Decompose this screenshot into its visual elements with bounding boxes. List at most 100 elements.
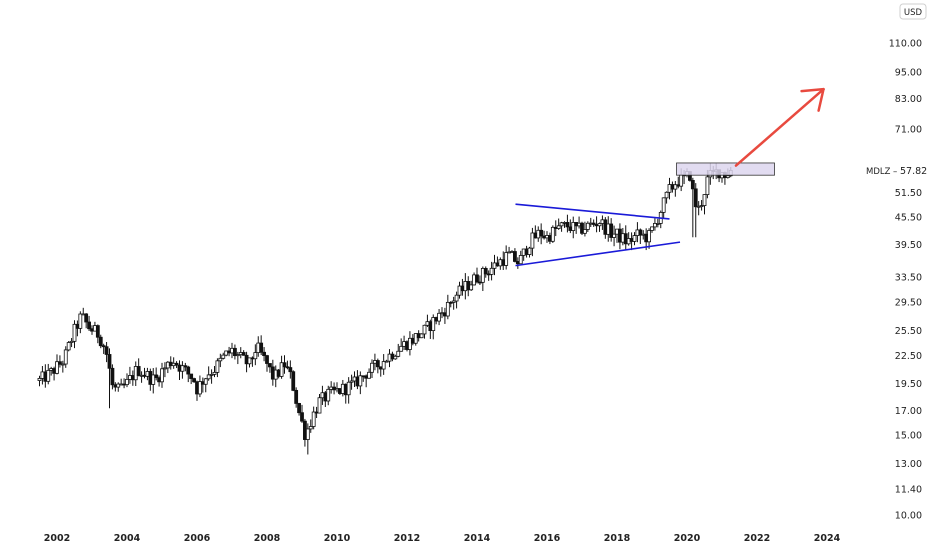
candle (527, 246, 532, 258)
candle (268, 363, 272, 373)
candle (282, 355, 287, 374)
candle (58, 355, 62, 368)
candle (413, 333, 418, 346)
candle (101, 343, 106, 354)
candle (661, 197, 666, 219)
y-tick-label: 29.50 (895, 298, 922, 309)
candle (221, 352, 226, 360)
candle (300, 404, 304, 423)
candle (454, 291, 459, 309)
candle (475, 267, 479, 284)
y-tick-label: 33.50 (895, 273, 922, 284)
candle (72, 320, 77, 349)
candle (565, 214, 570, 233)
candle (384, 359, 389, 363)
x-tick-label: 2020 (674, 533, 701, 544)
symbol-dash: – (893, 167, 897, 177)
x-tick-label: 2004 (114, 533, 141, 544)
candle (259, 335, 264, 356)
candle (370, 359, 374, 378)
candle (437, 309, 441, 326)
candle (609, 218, 614, 242)
candle (530, 227, 535, 257)
x-tick-label: 2002 (44, 533, 70, 544)
candle (98, 334, 103, 349)
candle (189, 373, 194, 385)
y-axis: 110.00 95.00 83.00 71.00 51.50 45.50 39.50 33.5… (889, 39, 922, 522)
y-tick-label: 13.00 (895, 459, 922, 470)
candle (358, 371, 363, 395)
candle (84, 313, 89, 329)
candle (55, 354, 59, 375)
candle (556, 218, 561, 230)
candle (215, 358, 220, 378)
candle (399, 338, 404, 352)
candle (591, 219, 596, 227)
candle (110, 364, 115, 390)
candle (46, 363, 51, 385)
candle (448, 301, 453, 308)
candle (235, 351, 240, 365)
candle (489, 261, 494, 281)
candle (702, 194, 707, 215)
candle (396, 343, 401, 358)
candle (291, 370, 296, 392)
candle (393, 354, 398, 360)
candle (375, 358, 380, 374)
candle (349, 374, 354, 390)
candle (550, 225, 555, 243)
x-tick-label: 2022 (744, 533, 770, 544)
candle (693, 183, 698, 238)
candle (632, 232, 637, 246)
candle (212, 366, 217, 378)
candle (125, 373, 129, 388)
candle (638, 228, 643, 245)
y-tick-label: 15.00 (895, 431, 922, 442)
candle (673, 181, 678, 197)
candle (241, 350, 246, 356)
candle (483, 266, 488, 278)
candle (247, 357, 252, 368)
candle (78, 311, 83, 334)
y-tick-label: 19.50 (895, 379, 922, 390)
y-tick-label: 110.00 (889, 39, 922, 50)
candle (107, 348, 112, 409)
candle (60, 360, 65, 373)
x-tick-label: 2008 (254, 533, 281, 544)
triangle-upper-line (515, 203, 670, 220)
candle (597, 222, 602, 232)
candle (66, 341, 71, 352)
x-tick-label: 2010 (324, 533, 351, 544)
candle (160, 362, 164, 388)
y-tick-label: 83.00 (895, 94, 922, 105)
candle (174, 361, 179, 369)
candle (431, 314, 436, 340)
candle (69, 338, 74, 348)
candle (262, 347, 266, 362)
candle (233, 344, 237, 360)
candle (206, 366, 211, 381)
candle (163, 362, 167, 378)
candle (571, 216, 576, 239)
candle (585, 221, 590, 232)
x-tick-label: 2024 (814, 533, 841, 544)
candle (297, 402, 301, 416)
candle (381, 354, 386, 375)
currency-badge[interactable]: USD (899, 3, 927, 20)
candle (469, 280, 474, 291)
candle (311, 406, 316, 430)
candle (308, 419, 313, 433)
candle (180, 361, 185, 379)
y-tick-label: 25.50 (895, 326, 922, 337)
candle (346, 377, 351, 404)
candle (539, 223, 544, 245)
candle (518, 250, 523, 265)
candle (116, 382, 121, 392)
annotations (515, 87, 825, 267)
candle (95, 324, 100, 344)
candle (658, 210, 663, 229)
candle (305, 423, 310, 455)
candle (422, 324, 427, 339)
candle (183, 362, 188, 372)
x-tick-label: 2014 (464, 533, 491, 544)
